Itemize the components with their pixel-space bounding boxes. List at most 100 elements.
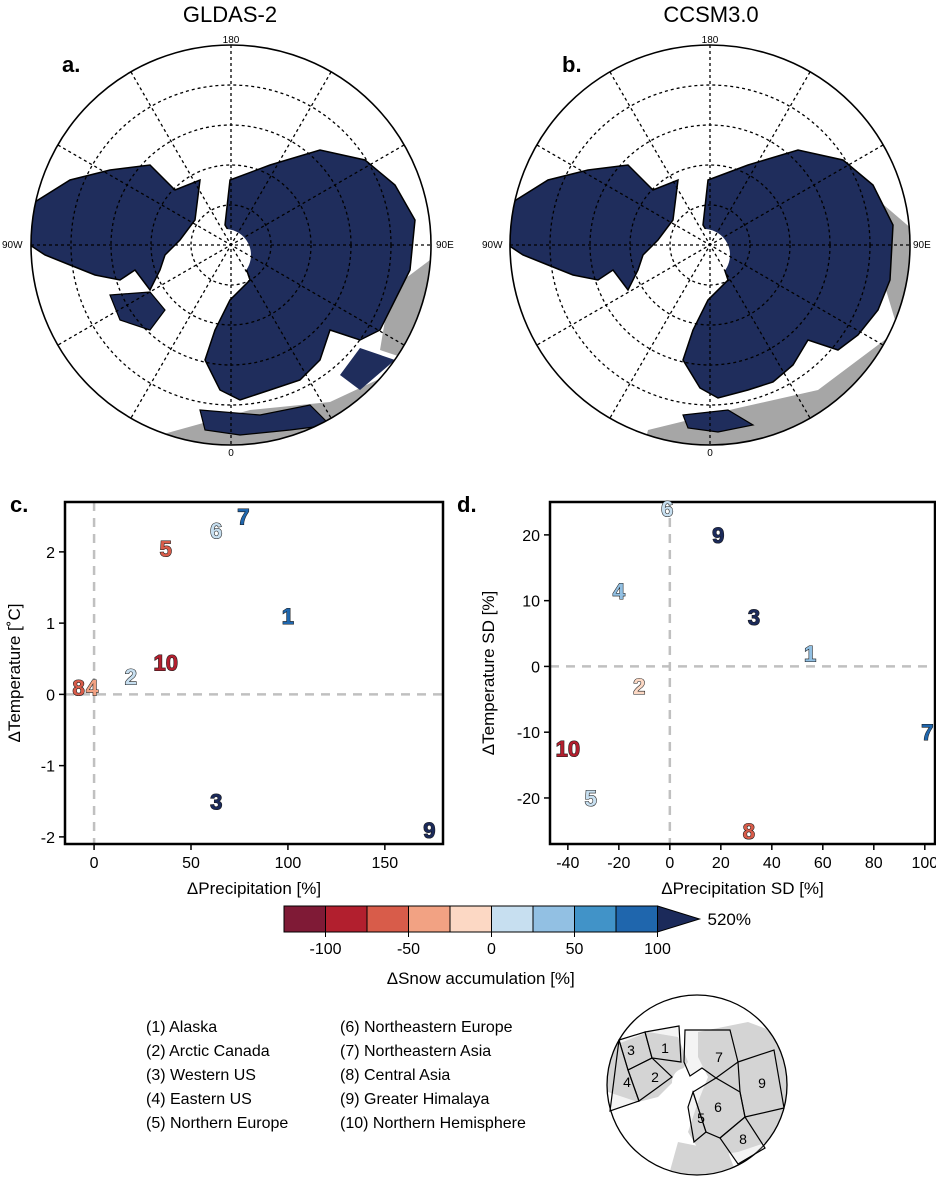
data-point-label: 4 (613, 579, 626, 604)
snow-region (682, 409, 755, 433)
region-list-right: (6) Northeastern Europe (7) Northeastern… (340, 1016, 526, 1136)
x-tick-label: 20 (712, 855, 730, 872)
snow-region (199, 404, 332, 436)
colorbar-segment (325, 905, 368, 933)
data-point-label: 10 (154, 650, 178, 675)
data-point-label: 1 (804, 641, 816, 666)
region-label-4: 4 (623, 1074, 631, 1090)
colorbar-extend-label: 520% (708, 910, 751, 929)
snow-region (682, 149, 894, 399)
y-axis-label: ΔTemperature SD [%] (479, 591, 498, 755)
region-label-5: 5 (697, 1110, 705, 1126)
region-item: (6) Northeastern Europe (340, 1019, 513, 1036)
region-label-3: 3 (627, 1042, 635, 1058)
colorbar-label: ΔSnow accumulation [%] (387, 969, 575, 988)
snow-region (31, 164, 201, 292)
region-key-map: 1 2 3 4 5 6 7 8 9 (606, 994, 788, 1176)
colorbar-segment (283, 905, 326, 933)
region-label-8: 8 (739, 1131, 747, 1147)
colorbar-segment (408, 905, 451, 933)
snow-region (109, 291, 166, 331)
map-title-ccsm: CCSM3.0 (663, 2, 759, 27)
data-point-label: 2 (633, 674, 645, 699)
data-point-label: 10 (556, 737, 580, 762)
x-tick-label: 40 (763, 855, 781, 872)
plot-frame (63, 500, 445, 846)
land-region (607, 1032, 688, 1102)
x-tick-label: 150 (371, 855, 398, 872)
x-tick-label: 60 (814, 855, 832, 872)
region-label-2: 2 (651, 1069, 659, 1085)
data-point-label: 2 (125, 665, 137, 690)
data-point-label: 6 (661, 497, 673, 522)
region-label-6: 6 (714, 1099, 722, 1115)
colorbar-tick-label: 0 (487, 941, 496, 958)
data-point-label: 3 (748, 605, 760, 630)
x-tick-label: -20 (607, 855, 630, 872)
data-point-label: 9 (423, 818, 435, 843)
region-label-9: 9 (758, 1075, 766, 1091)
data-point-label: 7 (237, 504, 249, 529)
x-tick-label: 100 (275, 855, 302, 872)
data-point-label: 5 (585, 786, 597, 811)
colorbar-segment (366, 905, 409, 933)
region-item: (1) Alaska (146, 1019, 218, 1036)
data-point-label: 6 (210, 519, 222, 544)
y-tick-label: 1 (46, 616, 55, 633)
lon-label-bottom: 0 (228, 448, 234, 459)
colorbar-segment (615, 905, 658, 933)
data-point-label: 4 (86, 675, 99, 700)
data-point-label: 7 (921, 720, 933, 745)
data-point-label: 5 (160, 536, 172, 561)
region-item: (9) Greater Himalaya (340, 1091, 490, 1108)
y-axis-label: ΔTemperature [˚C] (5, 604, 24, 743)
region-item: (10) Northern Hemisphere (340, 1115, 526, 1132)
panel-label-d: d. (457, 492, 477, 517)
colorbar-segment (574, 905, 617, 933)
panel-label-b: b. (562, 52, 582, 77)
lon-label-top: 180 (702, 35, 719, 46)
lon-label-top: 180 (223, 35, 240, 46)
x-tick-label: 50 (182, 855, 200, 872)
land-region (668, 1142, 738, 1175)
region-list-left: (1) Alaska (2) Arctic Canada (3) Western… (146, 1016, 288, 1136)
y-tick-label: 0 (531, 659, 540, 676)
data-point-label: 3 (210, 789, 222, 814)
x-tick-label: 0 (90, 855, 99, 872)
y-tick-label: 0 (46, 687, 55, 704)
colorbar-tick-label: -50 (397, 941, 420, 958)
y-tick-label: 10 (522, 594, 540, 611)
data-point-label: 8 (72, 675, 84, 700)
region-item: (7) Northeastern Asia (340, 1043, 492, 1060)
region-item: (5) Northern Europe (146, 1115, 289, 1132)
lon-label-left: 90W (2, 240, 23, 251)
y-tick-label: -2 (41, 830, 55, 847)
y-tick-label: 2 (46, 545, 55, 562)
x-tick-label: 0 (665, 855, 674, 872)
data-point-label: 8 (743, 819, 755, 844)
colorbar-segment (532, 905, 575, 933)
region-item: (2) Arctic Canada (146, 1043, 270, 1060)
region-item: (8) Central Asia (340, 1067, 451, 1084)
land-region (688, 1022, 787, 1157)
lon-label-right: 90E (913, 240, 931, 251)
region-label-7: 7 (715, 1049, 723, 1065)
x-axis-label: ΔPrecipitation [%] (187, 879, 321, 898)
region-item: (3) Western US (146, 1067, 256, 1084)
colorbar-tick-label: 100 (644, 941, 671, 958)
colorbar-segment (491, 905, 534, 933)
data-point-label: 9 (712, 523, 724, 548)
polar-map-gldas: 180 0 90W 90E (2, 35, 454, 459)
map-title-gldas: GLDAS-2 (182, 2, 278, 27)
panel-label-c: c. (10, 492, 29, 517)
region-label-1: 1 (661, 1040, 669, 1056)
lon-label-right: 90E (436, 240, 454, 251)
scatter-plot-d: -40 -20 0 20 40 60 80 100 -20 -10 0 10 20 ΔPrecipitat… (479, 496, 936, 898)
x-tick-label: 80 (865, 855, 883, 872)
colorbar-tick-label: 50 (566, 941, 584, 958)
panel-label-a: a. (62, 52, 81, 77)
y-tick-label: -20 (517, 791, 540, 808)
lon-label-left: 90W (482, 240, 503, 251)
snow-region (204, 149, 416, 401)
data-point-label: 1 (282, 604, 294, 629)
